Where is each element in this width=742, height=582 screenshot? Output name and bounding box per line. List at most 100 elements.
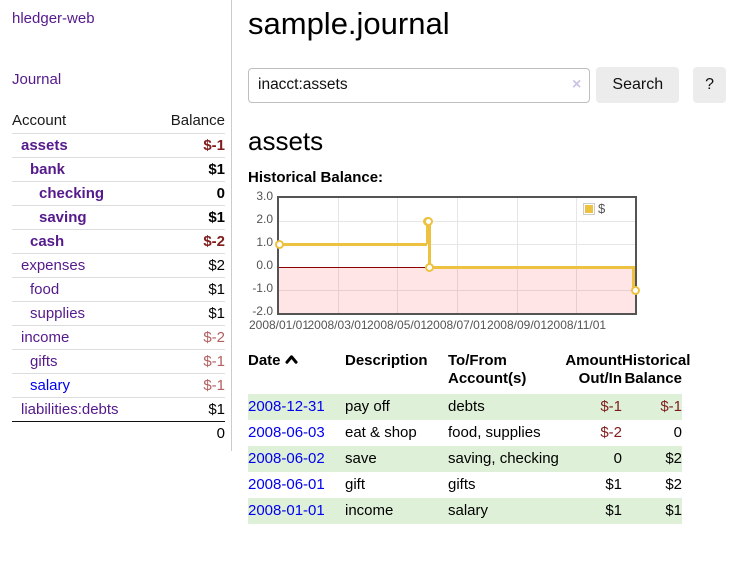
search-input[interactable] bbox=[248, 67, 591, 103]
transaction-date-link[interactable]: 2008-01-01 bbox=[248, 502, 325, 519]
data-point-marker bbox=[423, 216, 433, 226]
accounts-table: Account Balance assets $-1 bank $1 checking 0… bbox=[12, 109, 225, 445]
transaction-amount: $1 bbox=[605, 502, 622, 519]
account-link-gifts[interactable]: gifts bbox=[30, 353, 58, 370]
transaction-date-link[interactable]: 2008-12-31 bbox=[248, 398, 325, 415]
sidebar-item-journal[interactable]: Journal bbox=[12, 71, 62, 88]
account-link-checking[interactable]: checking bbox=[39, 185, 105, 202]
column-header-description[interactable]: Description bbox=[345, 352, 428, 369]
x-gridline bbox=[576, 198, 578, 313]
transaction-description: pay off bbox=[345, 394, 448, 420]
register-row: 2008-12-31 pay off debts $-1 $-1 bbox=[248, 394, 682, 420]
account-row: checking 0 bbox=[12, 182, 225, 206]
x-gridline bbox=[456, 198, 458, 313]
main-content: sample.journal × Search ? assets Histori… bbox=[248, 0, 726, 524]
data-point-marker bbox=[424, 262, 434, 272]
account-link-liabilities-debts[interactable]: liabilities:debts bbox=[21, 401, 119, 418]
transaction-amount: $-1 bbox=[600, 398, 622, 415]
series-line-segment bbox=[632, 267, 635, 290]
y-gridline bbox=[279, 290, 635, 291]
account-row: salary $-1 bbox=[12, 374, 225, 398]
transaction-description: save bbox=[345, 446, 448, 472]
transaction-amount: $1 bbox=[605, 476, 622, 493]
legend-label: $ bbox=[598, 201, 606, 216]
transaction-amount: $-2 bbox=[600, 424, 622, 441]
accounts-total-row: 0 bbox=[12, 421, 225, 445]
transaction-date-link[interactable]: 2008-06-02 bbox=[248, 450, 325, 467]
account-link-income[interactable]: income bbox=[21, 329, 70, 346]
account-row: expenses $2 bbox=[12, 254, 225, 278]
account-row: food $1 bbox=[12, 278, 225, 302]
account-balance: $1 bbox=[208, 401, 225, 418]
account-balance: $-1 bbox=[203, 377, 225, 394]
account-balance: $1 bbox=[208, 209, 225, 226]
data-point-marker bbox=[274, 239, 284, 249]
transaction-accounts: food, supplies bbox=[448, 424, 541, 441]
register-row: 2008-01-01 income salary $1 $1 bbox=[248, 498, 682, 524]
sort-up-icon bbox=[284, 352, 298, 370]
column-header-balance[interactable]: Historical Balance bbox=[622, 352, 691, 387]
account-row: saving $1 bbox=[12, 206, 225, 230]
account-balance: $-2 bbox=[203, 329, 225, 346]
x-axis-label: 2008/07/01 bbox=[426, 318, 487, 332]
clear-search-icon[interactable]: × bbox=[572, 75, 582, 93]
y-axis-label: 2.0 bbox=[256, 212, 273, 226]
account-balance: $2 bbox=[208, 257, 225, 274]
account-link-assets[interactable]: assets bbox=[21, 137, 68, 154]
transaction-balance: $2 bbox=[665, 450, 682, 467]
y-axis-label: -1.0 bbox=[252, 281, 273, 295]
column-header-date[interactable]: Date bbox=[248, 352, 345, 394]
accounts-list: assets $-1 bank $1 checking 0 saving $1 cash $-2 e… bbox=[12, 134, 225, 422]
series-line-segment bbox=[427, 221, 431, 267]
column-header-amount[interactable]: Amount Out/In bbox=[565, 352, 622, 387]
account-link-bank[interactable]: bank bbox=[30, 161, 66, 178]
register-row: 2008-06-01 gift gifts $1 $2 bbox=[248, 472, 682, 498]
account-row: gifts $-1 bbox=[12, 350, 225, 374]
y-gridline bbox=[279, 244, 635, 245]
account-link-saving[interactable]: saving bbox=[39, 209, 87, 226]
account-balance: $-1 bbox=[203, 353, 225, 370]
y-axis-label: 3.0 bbox=[256, 189, 273, 203]
x-gridline bbox=[337, 198, 339, 313]
search-button[interactable]: Search bbox=[596, 67, 680, 103]
column-header-accounts[interactable]: To/From Account(s) bbox=[448, 352, 527, 387]
transaction-balance: 0 bbox=[673, 424, 682, 441]
chart-title: Historical Balance: bbox=[248, 169, 384, 186]
x-axis-label: 2008/01/01 bbox=[248, 318, 310, 332]
transaction-accounts: gifts bbox=[448, 476, 476, 493]
legend-swatch-icon bbox=[583, 202, 595, 215]
y-axis-label: -2.0 bbox=[252, 304, 273, 318]
x-gridline bbox=[516, 198, 518, 313]
chart-plot-area[interactable] bbox=[274, 196, 640, 315]
account-row: income $-2 bbox=[12, 326, 225, 350]
transaction-accounts: salary bbox=[448, 498, 562, 524]
chart-legend: $ bbox=[581, 200, 608, 217]
account-link-expenses[interactable]: expenses bbox=[21, 257, 86, 274]
search-form: × Search ? bbox=[248, 67, 726, 103]
account-link-cash[interactable]: cash bbox=[30, 233, 65, 250]
x-gridline bbox=[397, 198, 399, 313]
account-link-salary[interactable]: salary bbox=[30, 377, 71, 394]
accounts-header-balance: Balance bbox=[170, 112, 225, 129]
x-axis-label: 2008/11/01 bbox=[546, 318, 607, 332]
account-row: cash $-2 bbox=[12, 230, 225, 254]
register-row: 2008-06-02 save saving, checking 0 $2 bbox=[248, 446, 682, 472]
account-balance: $1 bbox=[208, 281, 225, 298]
historical-balance-chart[interactable]: $3.0 2.0 1.0 0.0 -1.0 -2.0 2008/01/01 2008/03/0… bbox=[248, 189, 726, 336]
account-balance: $1 bbox=[208, 305, 225, 322]
account-balance: $-1 bbox=[203, 137, 225, 154]
account-link-supplies[interactable]: supplies bbox=[30, 305, 86, 322]
x-axis-label: 2008/03/01 bbox=[307, 318, 368, 332]
brand-link[interactable]: hledger-web bbox=[12, 10, 95, 27]
data-point-marker bbox=[630, 285, 640, 295]
help-button[interactable]: ? bbox=[693, 67, 726, 103]
transaction-description: gift bbox=[345, 476, 366, 493]
transaction-date-link[interactable]: 2008-06-03 bbox=[248, 424, 325, 441]
page: hledger-web Journal Account Balance asse… bbox=[12, 0, 726, 524]
transaction-description: income bbox=[345, 498, 448, 524]
accounts-header-account: Account bbox=[12, 112, 67, 129]
y-axis-label: 0.0 bbox=[256, 258, 273, 272]
account-link-food[interactable]: food bbox=[30, 281, 60, 298]
page-title: sample.journal bbox=[248, 6, 450, 41]
transaction-date-link[interactable]: 2008-06-01 bbox=[248, 476, 325, 493]
